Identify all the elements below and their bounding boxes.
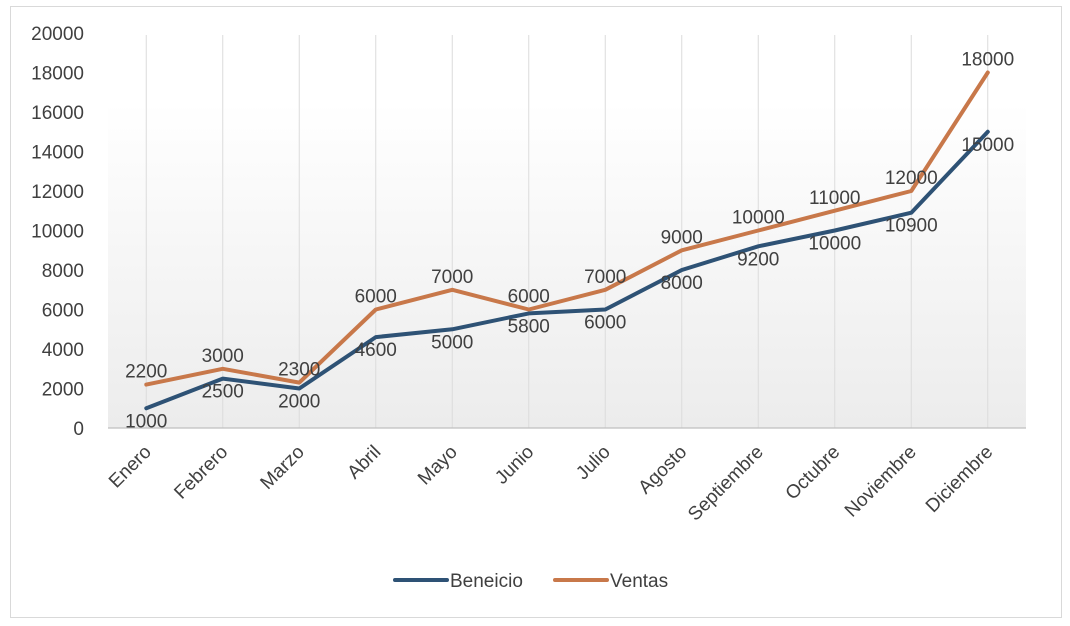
series-line-beneicio xyxy=(144,129,990,411)
x-tick-label: Junio xyxy=(491,442,538,489)
y-tick-label: 0 xyxy=(73,419,84,440)
series-lines xyxy=(144,70,990,411)
series-line-ventas xyxy=(144,70,990,387)
y-tick-label: 2000 xyxy=(42,380,84,401)
data-label: 6000 xyxy=(584,313,626,334)
data-label: 2300 xyxy=(278,360,320,381)
data-label: 4600 xyxy=(355,340,397,361)
x-tick-label: Octubre xyxy=(782,442,845,505)
y-tick-label: 8000 xyxy=(42,261,84,282)
data-label: 10000 xyxy=(808,234,861,255)
y-tick-label: 16000 xyxy=(31,103,84,124)
x-tick-label: Diciembre xyxy=(922,442,997,517)
y-tick-label: 20000 xyxy=(31,24,84,45)
data-label: 12000 xyxy=(885,168,938,189)
x-tick-label: Julio xyxy=(572,442,614,484)
data-label: 2500 xyxy=(202,382,244,403)
x-tick-label: Marzo xyxy=(257,442,309,494)
x-tick-label: Abril xyxy=(344,442,386,484)
data-label: 7000 xyxy=(431,267,473,288)
data-label: 1000 xyxy=(125,411,167,432)
data-label: 9200 xyxy=(737,249,779,270)
data-label: 10900 xyxy=(885,216,938,237)
data-label: 8000 xyxy=(661,273,703,294)
x-tick-label: Septiembre xyxy=(684,442,768,526)
data-label: 11000 xyxy=(809,188,860,209)
legend-label: Beneicio xyxy=(450,571,523,592)
data-label: 2000 xyxy=(278,392,320,413)
data-label: 6000 xyxy=(355,287,397,308)
data-label: 5000 xyxy=(431,332,473,353)
data-label: 18000 xyxy=(961,50,1014,71)
x-tick-label: Febrero xyxy=(170,442,232,504)
y-tick-label: 10000 xyxy=(31,222,84,243)
y-tick-label: 18000 xyxy=(31,64,84,85)
data-label: 3000 xyxy=(202,346,244,367)
y-tick-label: 12000 xyxy=(31,182,84,203)
legend: Beneicio Ventas xyxy=(393,571,668,592)
plot-area xyxy=(108,102,1026,428)
x-tick-label: Enero xyxy=(105,442,156,493)
y-tick-label: 4000 xyxy=(42,340,84,361)
data-label: 2200 xyxy=(125,362,167,383)
data-labels: 1000 2500 2000 4600 5000 5800 6000 8000 9200 1000… xyxy=(125,50,1014,433)
legend-label: Ventas xyxy=(610,571,668,592)
y-tick-label: 14000 xyxy=(31,143,84,164)
data-label: 7000 xyxy=(584,267,626,288)
plot-background xyxy=(108,102,1026,428)
data-label: 10000 xyxy=(732,208,785,229)
data-label: 15000 xyxy=(961,135,1014,156)
x-tick-label: Noviembre xyxy=(841,442,921,522)
data-label: 9000 xyxy=(661,227,703,248)
x-tick-label: Agosto xyxy=(635,442,692,499)
data-label: 6000 xyxy=(508,287,550,308)
y-tick-label: 6000 xyxy=(42,301,84,322)
x-tick-label: Mayo xyxy=(414,442,462,490)
data-label: 5800 xyxy=(508,316,550,337)
